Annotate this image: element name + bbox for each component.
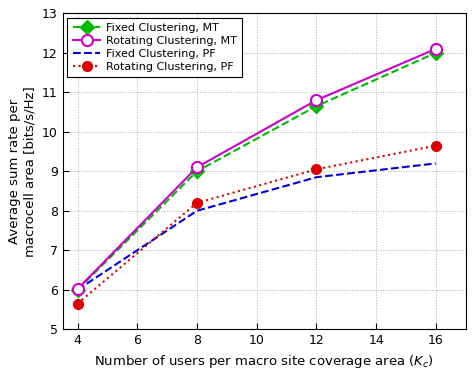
- Rotating Clustering, PF: [313, 167, 319, 172]
- Rotating Clustering, PF: [75, 301, 81, 306]
- Y-axis label: Average sum rate per
macrocell area [bits/s/Hz]: Average sum rate per macrocell area [bit…: [9, 86, 36, 257]
- Rotating Clustering, MT: [75, 287, 81, 291]
- Fixed Clustering, PF: [194, 209, 200, 213]
- Rotating Clustering, PF: [433, 143, 438, 148]
- Fixed Clustering, PF: [313, 175, 319, 180]
- Rotating Clustering, MT: [433, 46, 438, 51]
- Legend: Fixed Clustering, MT, Rotating Clustering, MT, Fixed Clustering, PF, Rotating Cl: Fixed Clustering, MT, Rotating Clusterin…: [67, 18, 242, 77]
- Fixed Clustering, MT: [75, 288, 81, 292]
- Fixed Clustering, MT: [194, 169, 200, 174]
- Fixed Clustering, MT: [433, 51, 438, 55]
- Line: Fixed Clustering, PF: Fixed Clustering, PF: [78, 163, 436, 290]
- X-axis label: Number of users per macro site coverage area ($K_c$): Number of users per macro site coverage …: [94, 353, 434, 370]
- Line: Fixed Clustering, MT: Fixed Clustering, MT: [73, 48, 441, 294]
- Fixed Clustering, PF: [433, 161, 438, 166]
- Rotating Clustering, MT: [194, 165, 200, 170]
- Line: Rotating Clustering, MT: Rotating Clustering, MT: [72, 43, 441, 294]
- Rotating Clustering, MT: [313, 98, 319, 102]
- Line: Rotating Clustering, PF: Rotating Clustering, PF: [73, 141, 441, 308]
- Rotating Clustering, PF: [194, 201, 200, 205]
- Fixed Clustering, PF: [75, 288, 81, 292]
- Fixed Clustering, MT: [313, 104, 319, 108]
